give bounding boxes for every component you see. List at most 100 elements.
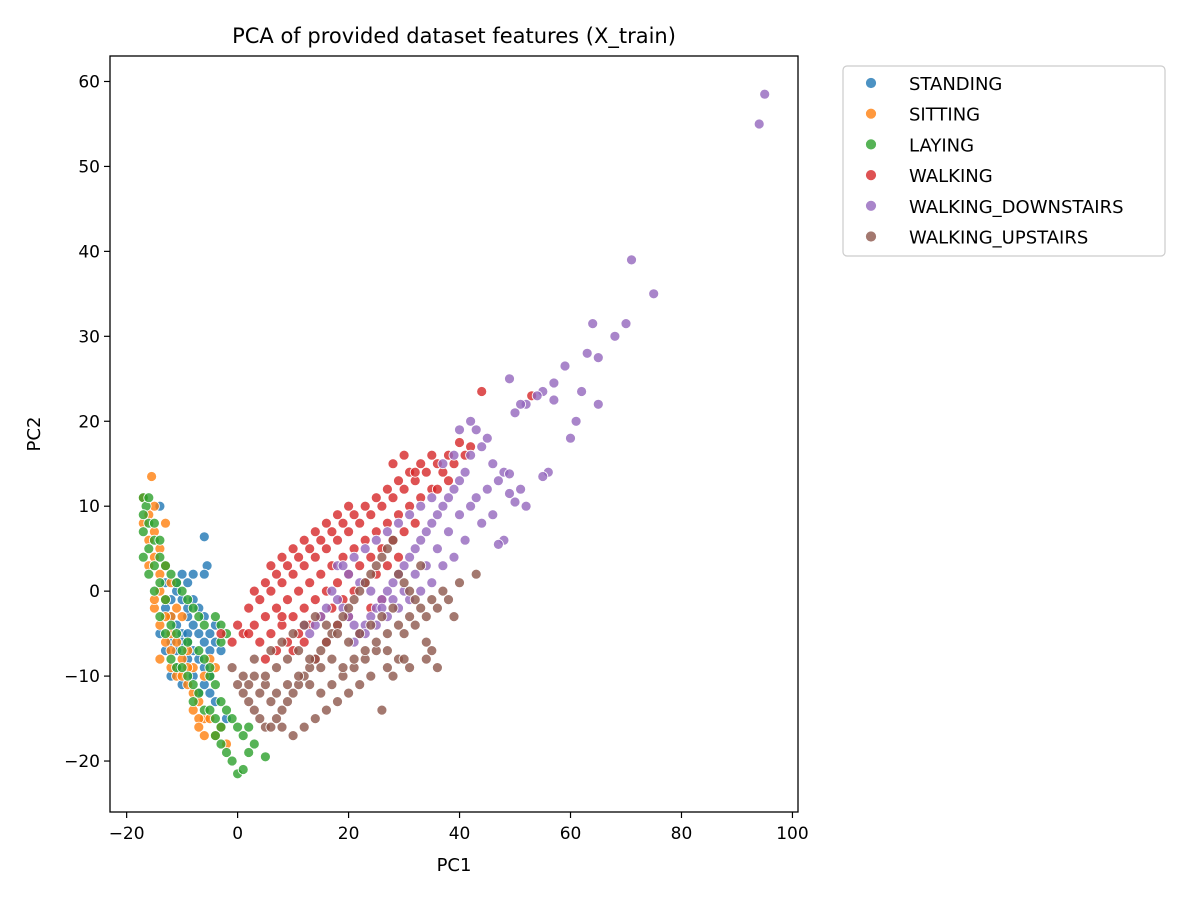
data-point-walking-downstairs [459,534,471,546]
legend-label: WALKING_UPSTAIRS [909,228,1088,249]
data-point-walking-downstairs [476,517,488,529]
data-point-walking [282,560,293,572]
data-point-walking-downstairs [409,543,421,555]
data-point-laying [160,594,171,605]
data-point-walking-upstairs [354,628,366,639]
data-point-walking-upstairs [348,653,360,665]
data-point-walking [315,534,327,546]
data-point-laying [209,611,221,622]
legend-label: WALKING [909,166,993,187]
data-point-walking-upstairs [271,713,282,724]
data-point-laying [137,526,149,538]
data-point-walking-upstairs [298,619,310,631]
data-point-walking [282,594,293,605]
data-point-walking-upstairs [359,577,371,589]
data-point-walking-upstairs [254,687,266,699]
data-point-walking-downstairs [609,330,621,342]
legend-label: LAYING [909,135,974,156]
data-point-walking-downstairs [426,492,438,504]
x-tick-label: 40 [449,824,471,844]
data-point-walking-upstairs [370,560,382,572]
data-point-standing [182,577,194,589]
data-point-walking-downstairs [387,577,399,589]
data-point-walking-downstairs [520,500,532,512]
data-point-laying [187,679,199,690]
data-point-walking-downstairs [343,568,355,580]
data-point-standing [193,628,205,639]
data-point-walking [398,449,410,461]
data-point-laying [160,628,171,639]
data-point-walking [315,568,327,580]
legend-marker [865,230,877,243]
data-point-laying [204,704,216,716]
x-axis: −20 0 20 40 60 80 100 [109,812,809,844]
data-point-walking [287,543,299,555]
data-point-standing [204,628,216,639]
data-point-walking-upstairs [337,611,349,622]
data-point-walking [309,551,321,563]
data-point-laying [160,560,171,572]
data-point-walking [276,551,288,563]
data-point-walking-upstairs [359,645,371,656]
data-point-walking-upstairs [393,568,404,580]
data-point-walking-downstairs [470,492,482,504]
data-point-laying [148,517,160,529]
legend-frame [842,65,1166,257]
data-point-walking [387,458,399,470]
data-point-walking-upstairs [376,551,388,563]
data-point-walking-upstairs [404,585,416,597]
data-point-walking [265,628,277,639]
data-point-walking [348,509,360,521]
data-point-walking-upstairs [343,602,355,614]
data-point-walking-downstairs [620,318,632,330]
data-point-walking-downstairs [753,118,765,130]
y-tick-label: −20 [64,752,100,772]
data-point-sitting [171,602,183,614]
data-point-walking-downstairs [370,534,382,546]
data-point-walking-upstairs [381,543,393,555]
data-point-walking-upstairs [343,636,355,648]
data-point-walking-upstairs [420,611,432,622]
data-point-walking [287,611,299,622]
data-point-walking-downstairs [515,398,526,410]
data-point-laying [137,509,149,521]
data-point-walking [243,628,255,639]
data-point-walking-upstairs [415,602,427,614]
data-point-walking-downstairs [359,543,371,555]
data-point-walking-downstairs [504,488,515,499]
data-point-walking-upstairs [404,611,416,622]
data-point-walking [415,458,427,470]
y-axis: −20 −10 0 10 20 30 40 50 60 [64,72,110,772]
data-point-walking-downstairs [454,475,465,487]
data-point-walking [232,619,244,631]
x-tick-label: −20 [109,824,145,844]
data-point-laying [243,721,255,733]
data-point-walking-upstairs [387,670,399,682]
data-point-walking [259,577,271,589]
data-point-walking-downstairs [437,560,449,572]
data-point-walking-upstairs [320,619,332,631]
data-point-walking-downstairs [509,407,521,419]
data-point-laying [204,662,216,673]
data-point-laying [143,568,155,580]
legend-marker [865,199,877,212]
y-tick-label: 40 [78,242,100,262]
data-point-walking-upstairs [381,662,393,673]
y-tick-label: 20 [78,412,100,432]
data-point-walking [298,560,310,572]
data-point-walking [309,526,321,538]
data-point-walking [265,585,277,597]
data-point-walking-upstairs [271,687,282,699]
data-point-walking-upstairs [470,568,482,580]
data-point-laying [243,747,255,758]
data-point-sitting [176,611,188,622]
data-point-walking-downstairs [592,398,604,410]
x-tick-label: 60 [560,824,582,844]
data-point-walking-upstairs [365,568,377,580]
data-point-walking-upstairs [282,679,293,690]
data-point-walking [293,551,305,563]
data-point-walking-upstairs [276,721,288,733]
data-point-walking-upstairs [326,679,338,690]
data-point-walking-downstairs [404,509,416,521]
data-point-walking-downstairs [304,628,316,639]
